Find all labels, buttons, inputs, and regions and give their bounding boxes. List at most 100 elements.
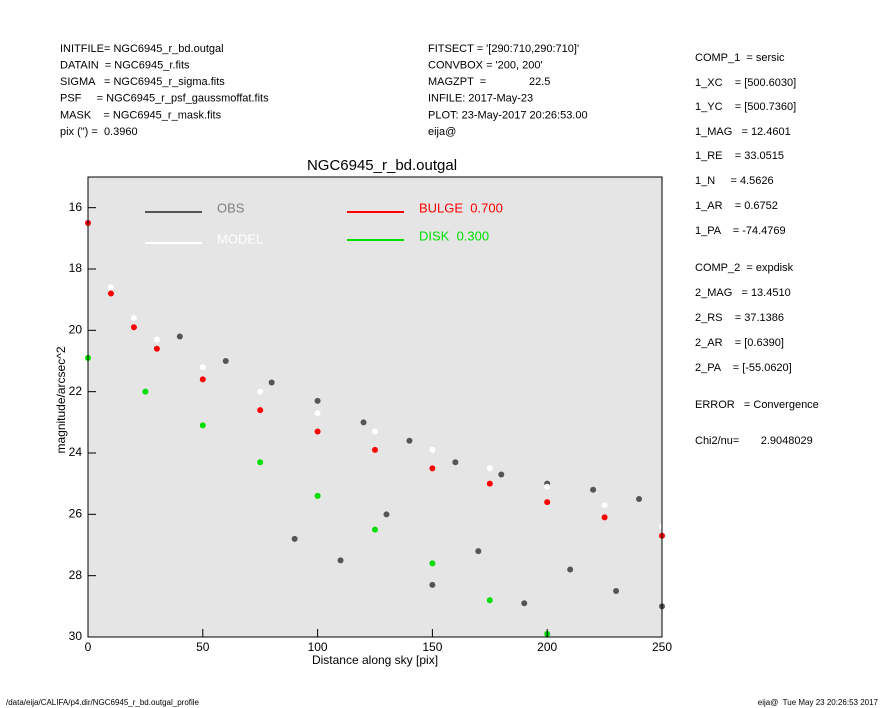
parameter-line: Chi2/nu= 2.9048029 bbox=[695, 435, 813, 447]
data-point bbox=[314, 397, 321, 404]
data-point bbox=[475, 548, 482, 555]
data-point bbox=[429, 446, 436, 453]
header-left-line: DATAIN = NGC6945_r.fits bbox=[60, 60, 190, 72]
data-point bbox=[372, 526, 378, 533]
parameter-line: 1_MAG = 12.4601 bbox=[695, 126, 791, 138]
x-axis-label: Distance along sky [pix] bbox=[312, 653, 438, 667]
chart-title: NGC6945_r_bd.outgal bbox=[307, 157, 457, 174]
parameter-line: 1_RE = 33.0515 bbox=[695, 150, 784, 162]
data-point bbox=[257, 388, 264, 395]
header-middle-line: PLOT: 23-May-2017 20:26:53.00 bbox=[428, 109, 588, 121]
data-point bbox=[153, 345, 160, 352]
header-middle-line: eija@ bbox=[428, 126, 456, 138]
header-left-line: PSF = NGC6945_r_psf_gaussmoffat.fits bbox=[60, 93, 269, 105]
data-point bbox=[521, 600, 528, 607]
y-tick-label: 18 bbox=[69, 261, 83, 275]
data-point bbox=[636, 496, 643, 502]
y-tick-label: 22 bbox=[69, 384, 83, 398]
x-tick-label: 150 bbox=[422, 640, 442, 654]
data-point bbox=[107, 290, 114, 297]
header-left-line: pix (") = 0.3960 bbox=[60, 126, 138, 138]
data-point bbox=[429, 560, 436, 567]
plot-frame bbox=[87, 176, 663, 638]
y-tick-label: 30 bbox=[69, 629, 83, 643]
x-tick-label: 100 bbox=[308, 640, 328, 654]
y-axis-label: magnitude/arcsec^2 bbox=[54, 346, 68, 453]
parameter-line: 1_XC = [500.6030] bbox=[695, 77, 796, 89]
y-tick-label: 20 bbox=[69, 323, 83, 337]
data-point bbox=[291, 535, 298, 542]
legend-label: BULGE 0.700 bbox=[419, 200, 503, 215]
header-middle-line: MAGZPT = 22.5 bbox=[428, 76, 550, 88]
parameter-line: 2_AR = [0.6390] bbox=[695, 337, 784, 349]
header-left-line: INITFILE= NGC6945_r_bd.outgal bbox=[60, 43, 224, 55]
parameter-line: ERROR = Convergence bbox=[695, 399, 819, 411]
data-point bbox=[613, 588, 620, 594]
header-left-line: SIGMA = NGC6945_r_sigma.fits bbox=[60, 76, 225, 88]
x-tick-label: 0 bbox=[85, 640, 92, 654]
data-point bbox=[486, 480, 493, 487]
data-point bbox=[130, 324, 137, 331]
parameter-line: 1_N = 4.5626 bbox=[695, 175, 774, 187]
data-point bbox=[314, 410, 321, 417]
data-point bbox=[372, 446, 378, 453]
data-point bbox=[314, 492, 321, 499]
x-tick-label: 50 bbox=[196, 640, 210, 654]
footer-path: /data/eija/CALIFA/p4.dir/NGC6945_r_bd.ou… bbox=[6, 698, 200, 707]
data-point bbox=[452, 459, 459, 466]
data-point bbox=[314, 428, 321, 435]
data-point bbox=[130, 315, 137, 322]
x-tick-label: 250 bbox=[652, 640, 672, 654]
parameter-line: COMP_2 = expdisk bbox=[695, 262, 794, 274]
parameter-line: COMP_1 = sersic bbox=[695, 52, 785, 64]
y-tick-label: 28 bbox=[69, 568, 83, 582]
parameter-line: 1_PA = -74.4769 bbox=[695, 225, 786, 237]
data-point bbox=[268, 379, 275, 386]
header-middle-line: FITSECT = '[290:710,290:710]' bbox=[428, 43, 579, 55]
parameter-line: 2_MAG = 13.4510 bbox=[695, 287, 791, 299]
data-point bbox=[429, 465, 436, 472]
header-middle-line: INFILE: 2017-May-23 bbox=[428, 93, 533, 105]
y-tick-label: 16 bbox=[69, 200, 83, 214]
data-point bbox=[142, 388, 149, 395]
footer-date: eija@ Tue May 23 20:26:53 2017 bbox=[758, 698, 879, 707]
data-point bbox=[429, 581, 436, 588]
data-point bbox=[372, 428, 378, 435]
data-point bbox=[567, 566, 574, 573]
y-tick-label: 26 bbox=[69, 507, 83, 521]
data-point bbox=[498, 471, 505, 478]
x-tick-label: 200 bbox=[537, 640, 557, 654]
y-tick-label: 24 bbox=[69, 445, 83, 459]
data-point bbox=[337, 557, 344, 564]
data-point bbox=[199, 376, 206, 383]
legend-label: OBS bbox=[217, 200, 245, 215]
data-point bbox=[360, 419, 367, 426]
header-left-line: MASK = NGC6945_r_mask.fits bbox=[60, 109, 222, 121]
parameter-line: 1_AR = 0.6752 bbox=[695, 200, 778, 212]
data-point bbox=[107, 284, 114, 291]
data-point bbox=[486, 597, 493, 604]
parameter-line: 1_YC = [500.7360] bbox=[695, 101, 796, 113]
data-point bbox=[590, 486, 597, 493]
data-point bbox=[153, 336, 160, 343]
data-point bbox=[601, 502, 608, 509]
data-point bbox=[257, 459, 264, 466]
data-point bbox=[406, 437, 413, 444]
header-middle-line: CONVBOX = '200, 200' bbox=[428, 60, 543, 72]
legend-label: DISK 0.300 bbox=[419, 228, 489, 243]
data-point bbox=[176, 333, 183, 340]
data-point bbox=[222, 358, 229, 364]
data-point bbox=[544, 483, 551, 490]
data-point bbox=[601, 514, 608, 521]
plot-area bbox=[88, 177, 662, 637]
parameter-line: 2_PA = [-55.0620] bbox=[695, 362, 792, 374]
data-point bbox=[199, 364, 206, 371]
data-point bbox=[486, 465, 493, 472]
data-point bbox=[544, 499, 551, 506]
parameter-line: 2_RS = 37.1386 bbox=[695, 312, 784, 324]
data-point bbox=[199, 422, 206, 429]
legend-label: MODEL bbox=[217, 231, 263, 246]
data-point bbox=[257, 407, 264, 414]
data-point bbox=[383, 511, 390, 518]
